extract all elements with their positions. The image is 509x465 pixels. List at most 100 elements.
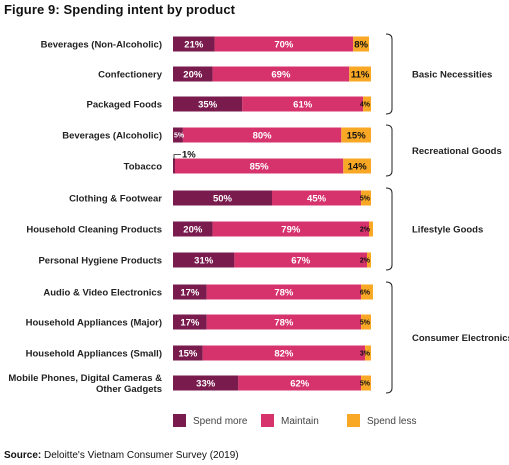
- value-label-spend-less-clothing-footwear: 5%: [360, 196, 371, 203]
- value-label-spend-more-beverages-non-alcoholic: 21%: [184, 40, 204, 51]
- bar-maintain-clothing-footwear: [272, 190, 362, 206]
- value-label-maintain-beverages-non-alcoholic: 70%: [274, 40, 294, 51]
- value-label-spend-more-household-appliances-small: 15%: [178, 349, 198, 360]
- bar-maintain-tobacco: [174, 158, 344, 174]
- bar-maintain-household-cleaning-products: [212, 221, 370, 237]
- value-label-maintain-personal-hygiene-products: 67%: [291, 256, 311, 267]
- value-label-spend-more-beverages-alcoholic: 5%: [174, 133, 185, 140]
- bar-spend-less-beverages-non-alcoholic: [353, 36, 370, 52]
- value-label-spend-less-audio-video-electronics: 6%: [360, 290, 371, 297]
- bar-spend-more-audio-video-electronics: [173, 284, 207, 300]
- group-label-lifestyle-goods: Lifestyle Goods: [412, 225, 483, 236]
- legend-swatch-spend-less: [347, 414, 360, 427]
- group-bracket-lifestyle-goods: [385, 187, 393, 271]
- value-label-spend-less-household-cleaning-products: 2%: [360, 227, 371, 234]
- bar-spend-less-audio-video-electronics: [361, 284, 373, 300]
- value-label-spend-more-mobile-phones-digital-cameras-other-gadgets: 33%: [196, 379, 216, 390]
- bar-maintain-personal-hygiene-products: [234, 252, 368, 268]
- legend-label-spend-more: Spend more: [193, 416, 248, 427]
- category-label-household-appliances-major: Household Appliances (Major): [26, 318, 162, 329]
- source-label: Source:: [4, 450, 42, 461]
- page-title: Figure 9: Spending intent by product: [4, 2, 236, 17]
- value-label-spend-more-packaged-foods: 35%: [198, 100, 218, 111]
- value-label-maintain-household-cleaning-products: 79%: [281, 225, 301, 236]
- value-label-spend-more-clothing-footwear: 50%: [213, 194, 233, 205]
- value-label-spend-less-mobile-phones-digital-cameras-other-gadgets: 5%: [360, 381, 371, 388]
- bar-spend-more-household-cleaning-products: [173, 221, 213, 237]
- category-label-mobile-phones-digital-cameras-other-gadgets: Mobile Phones, Digital Cameras & Other Ga…: [8, 373, 162, 395]
- group-label-recreational-goods: Recreational Goods: [412, 146, 502, 157]
- value-label-spend-more-household-cleaning-products: 20%: [183, 225, 203, 236]
- value-label-spend-more-tobacco: 1%: [182, 150, 196, 161]
- value-label-spend-more-household-appliances-major: 17%: [180, 318, 200, 329]
- bar-spend-more-personal-hygiene-products: [173, 252, 235, 268]
- value-label-spend-less-personal-hygiene-products: 2%: [360, 258, 371, 265]
- category-label-personal-hygiene-products: Personal Hygiene Products: [38, 256, 162, 267]
- category-label-household-cleaning-products: Household Cleaning Products: [26, 225, 162, 236]
- bar-spend-less-personal-hygiene-products: [367, 252, 371, 268]
- category-label-tobacco: Tobacco: [124, 162, 163, 173]
- bar-spend-less-household-appliances-major: [361, 314, 371, 330]
- value-label-spend-less-packaged-foods: 4%: [360, 102, 371, 109]
- bar-maintain-household-appliances-major: [206, 314, 362, 330]
- value-label-spend-less-beverages-alcoholic: 15%: [347, 131, 367, 142]
- leader-line: [173, 154, 181, 161]
- value-label-maintain-audio-video-electronics: 78%: [274, 288, 294, 299]
- category-label-beverages-alcoholic: Beverages (Alcoholic): [62, 131, 162, 142]
- bar-spend-more-beverages-non-alcoholic: [173, 36, 215, 52]
- bar-spend-more-packaged-foods: [173, 96, 243, 112]
- category-label-packaged-foods: Packaged Foods: [87, 100, 163, 111]
- bar-spend-more-confectionery: [173, 66, 213, 82]
- category-label-audio-video-electronics: Audio & Video Electronics: [43, 288, 162, 299]
- group-bracket-basic-necessities: [385, 33, 393, 115]
- bar-maintain-beverages-alcoholic: [182, 127, 342, 143]
- bar-spend-less-confectionery: [349, 66, 371, 82]
- bar-maintain-household-appliances-small: [202, 345, 366, 361]
- category-label-household-appliances-small: Household Appliances (Small): [26, 349, 162, 360]
- bar-spend-less-tobacco: [343, 158, 371, 174]
- category-label-clothing-footwear: Clothing & Footwear: [69, 194, 162, 205]
- value-label-maintain-packaged-foods: 61%: [293, 100, 313, 111]
- value-label-maintain-confectionery: 69%: [271, 70, 291, 81]
- bar-maintain-audio-video-electronics: [206, 284, 362, 300]
- value-label-spend-more-confectionery: 20%: [183, 70, 203, 81]
- source-text: Deloitte's Vietnam Consumer Survey (2019…: [44, 450, 239, 461]
- bar-spend-less-packaged-foods: [363, 96, 371, 112]
- bar-spend-less-household-appliances-small: [365, 345, 371, 361]
- bar-spend-less-beverages-alcoholic: [341, 127, 371, 143]
- legend-label-spend-less: Spend less: [367, 416, 416, 427]
- bar-maintain-packaged-foods: [242, 96, 364, 112]
- group-bracket-recreational-goods: [385, 124, 393, 177]
- legend-label-maintain: Maintain: [281, 416, 319, 427]
- value-label-spend-more-personal-hygiene-products: 31%: [194, 256, 214, 267]
- bar-spend-more-beverages-alcoholic: [173, 127, 183, 143]
- bar-spend-more-tobacco: [173, 158, 175, 174]
- bar-spend-less-clothing-footwear: [361, 190, 371, 206]
- bar-spend-less-mobile-phones-digital-cameras-other-gadgets: [361, 375, 371, 391]
- group-label-basic-necessities: Basic Necessities: [412, 70, 492, 81]
- group-label-consumer-electronics: Consumer Electronics: [412, 333, 509, 344]
- value-label-maintain-mobile-phones-digital-cameras-other-gadgets: 62%: [290, 379, 310, 390]
- value-label-spend-less-household-appliances-small: 3%: [360, 351, 371, 358]
- source-note: Source: Deloitte's Vietnam Consumer Surv…: [4, 450, 239, 461]
- value-label-spend-more-audio-video-electronics: 17%: [180, 288, 200, 299]
- bar-spend-more-household-appliances-small: [173, 345, 203, 361]
- bar-maintain-mobile-phones-digital-cameras-other-gadgets: [238, 375, 362, 391]
- value-label-spend-less-beverages-non-alcoholic: 8%: [354, 40, 368, 51]
- bar-spend-less-household-cleaning-products: [369, 221, 373, 237]
- bar-maintain-beverages-non-alcoholic: [214, 36, 354, 52]
- category-label-confectionery: Confectionery: [98, 70, 163, 81]
- value-label-maintain-beverages-alcoholic: 80%: [253, 131, 273, 142]
- bar-spend-more-clothing-footwear: [173, 190, 272, 206]
- value-label-maintain-clothing-footwear: 45%: [307, 194, 327, 205]
- legend-swatch-maintain: [261, 414, 274, 427]
- value-label-spend-less-confectionery: 11%: [351, 70, 370, 81]
- bar-spend-more-household-appliances-major: [173, 314, 207, 330]
- value-label-maintain-tobacco: 85%: [250, 162, 270, 173]
- group-bracket-consumer-electronics: [385, 281, 393, 394]
- bar-maintain-confectionery: [212, 66, 350, 82]
- value-label-maintain-household-appliances-major: 78%: [274, 318, 294, 329]
- category-label-beverages-non-alcoholic: Beverages (Non-Alcoholic): [41, 40, 162, 51]
- value-label-spend-less-tobacco: 14%: [348, 162, 368, 173]
